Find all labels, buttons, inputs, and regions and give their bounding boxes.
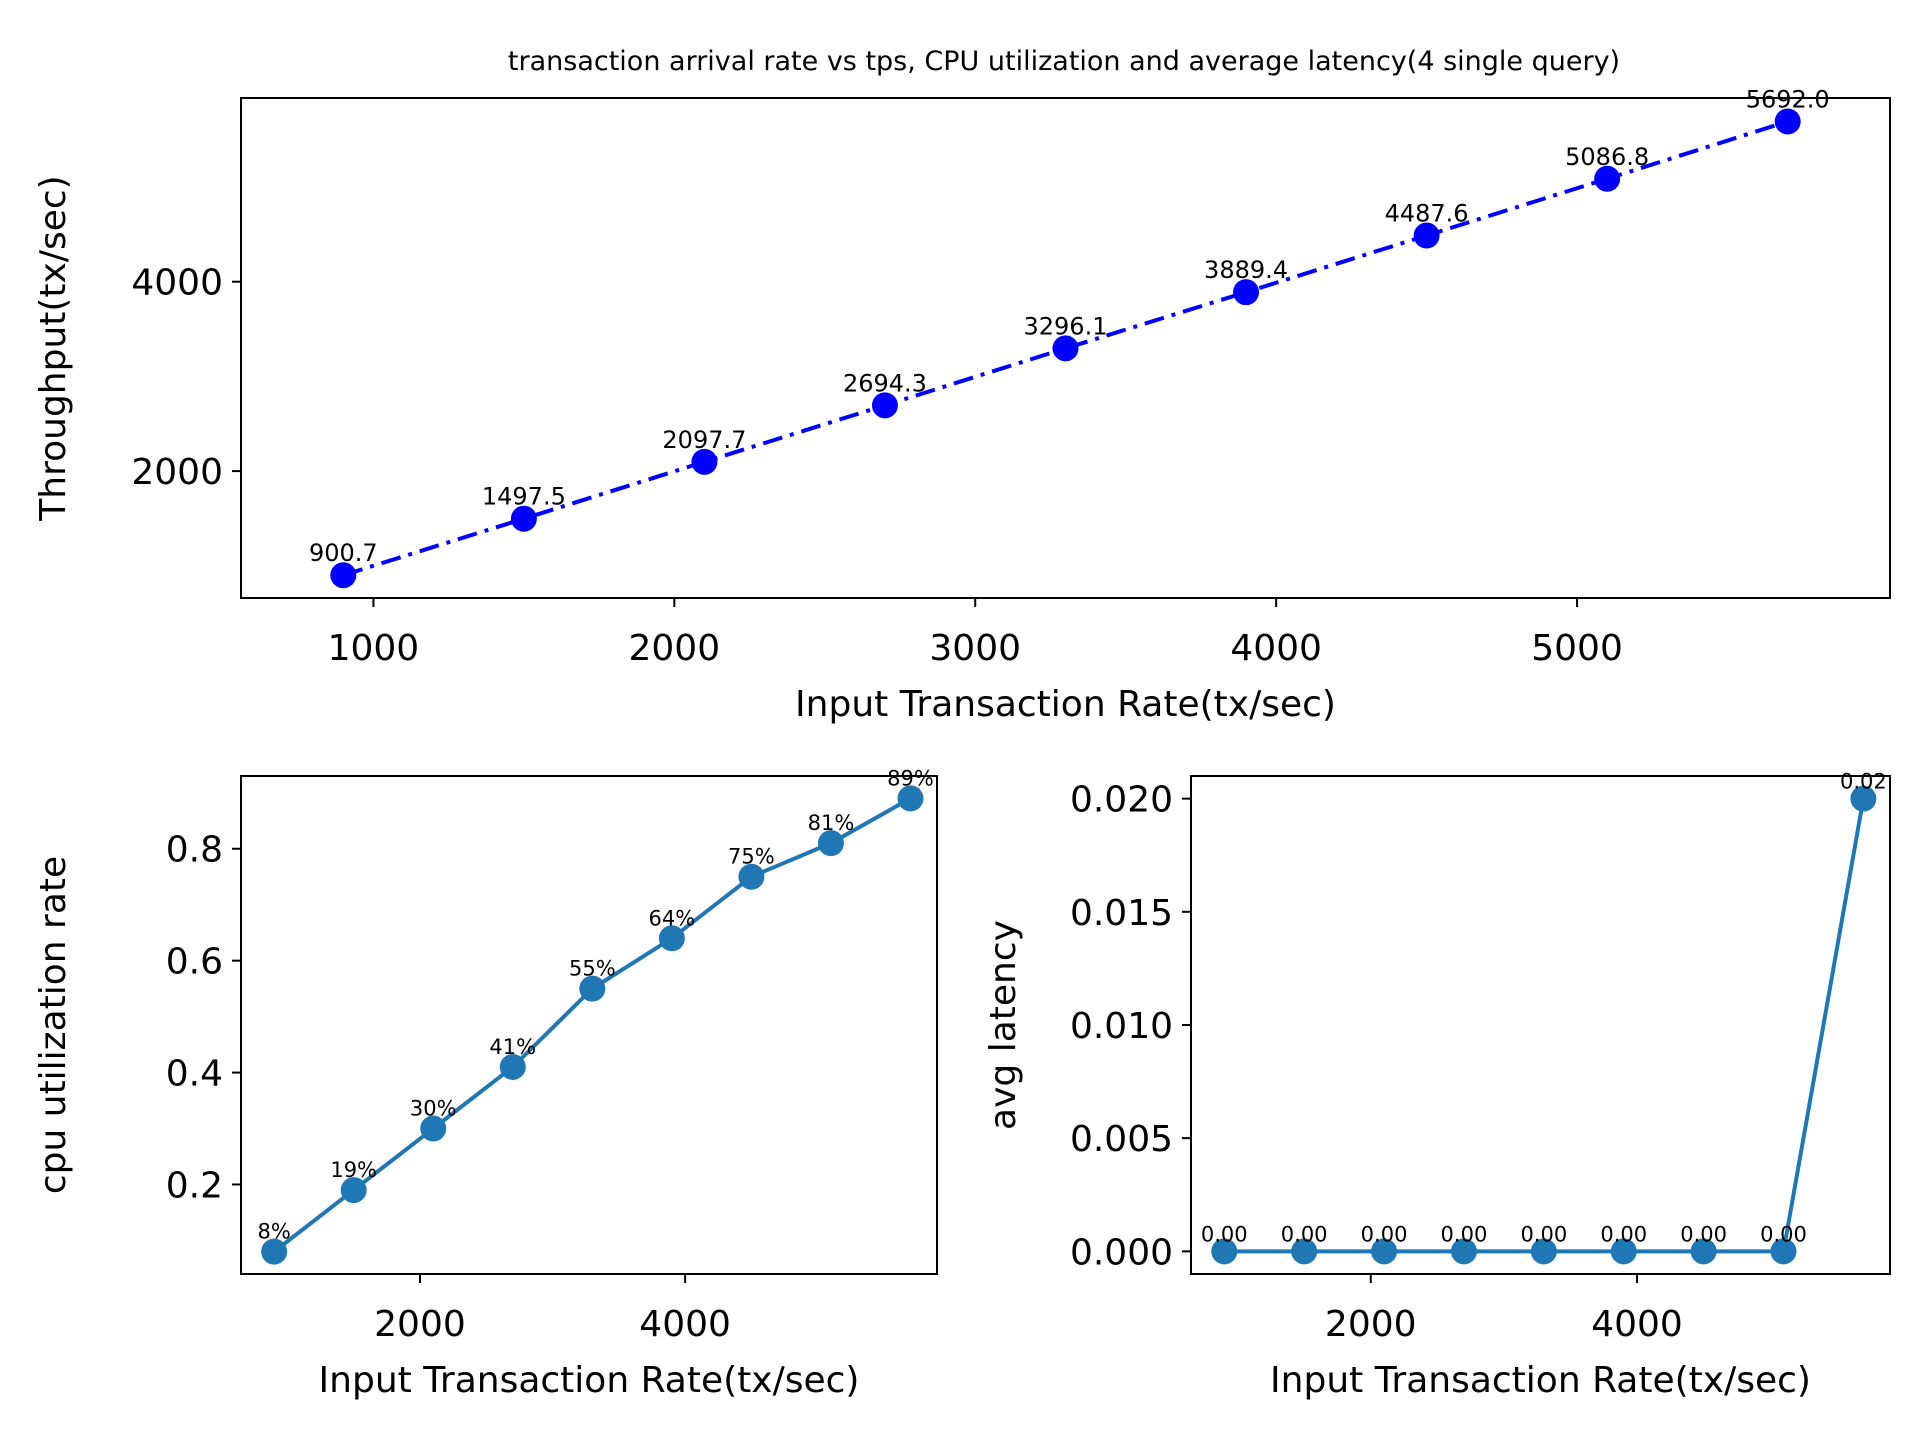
data-label: 55%: [569, 957, 616, 981]
data-point: [691, 448, 718, 475]
data-point: [1774, 108, 1801, 135]
x-tick-label: 4000: [1230, 628, 1322, 669]
data-label: 5692.0: [1746, 85, 1830, 113]
data-label: 1497.5: [482, 483, 566, 511]
data-label: 0.00: [1520, 1222, 1567, 1246]
x-tick-label: 1000: [328, 628, 420, 669]
data-label: 41%: [489, 1035, 536, 1059]
series-line: [272, 796, 912, 1254]
data-label: 0.00: [1600, 1222, 1647, 1246]
data-label: 19%: [330, 1158, 377, 1182]
plot-frame: [1190, 775, 1891, 1275]
x-tick-label: 4000: [1591, 1304, 1683, 1345]
data-label: 0.00: [1441, 1222, 1488, 1246]
y-tick-label: 0.005: [1070, 1119, 1173, 1160]
y-tick-label: 0.8: [166, 830, 223, 871]
chart-title: transaction arrival rate vs tps, CPU uti…: [508, 46, 1620, 77]
y-tick-label: 2000: [131, 452, 223, 493]
data-point: [330, 562, 357, 589]
y-tick-label: 0.2: [166, 1165, 223, 1206]
data-label: 0.00: [1680, 1222, 1727, 1246]
data-point: [1291, 1238, 1318, 1265]
latency-chart: 2000 4000 0.000 0.005 0.010 0.015 0.020 Input T…: [983, 770, 1891, 1401]
data-point: [738, 863, 765, 890]
data-label: 0.02: [1840, 770, 1887, 794]
x-tick-label: 2000: [1325, 1304, 1417, 1345]
data-label: 64%: [649, 906, 696, 930]
y-axis-label: Throughput(tx/sec): [33, 175, 74, 521]
data-point: [1850, 785, 1877, 812]
data-label: 2097.7: [662, 426, 746, 454]
data-label: 3296.1: [1024, 312, 1108, 340]
data-point: [420, 1115, 447, 1142]
x-tick-label: 5000: [1531, 628, 1623, 669]
data-label: 8%: [257, 1220, 290, 1244]
data-label: 5086.8: [1565, 143, 1649, 171]
x-tick-label: 2000: [374, 1304, 466, 1345]
data-label: 0.00: [1361, 1222, 1408, 1246]
data-label: 81%: [808, 811, 855, 835]
data-point: [1450, 1238, 1477, 1265]
throughput-chart: 1000 2000 3000 4000 5000 2000 4000 Input Transa…: [33, 85, 1891, 725]
x-tick-label: 2000: [629, 628, 721, 669]
data-point: [1690, 1238, 1717, 1265]
y-tick-label: 0.4: [166, 1054, 223, 1095]
data-label: 2694.3: [843, 369, 927, 397]
data-point: [510, 505, 537, 532]
data-point: [1371, 1238, 1398, 1265]
plot-frame: [240, 97, 1891, 599]
data-point: [1610, 1238, 1637, 1265]
data-point: [871, 392, 898, 419]
data-point: [1413, 222, 1440, 249]
data-point: [1770, 1238, 1797, 1265]
data-label: 4487.6: [1385, 200, 1469, 228]
data-label: 89%: [887, 766, 934, 790]
data-point: [261, 1238, 288, 1265]
y-tick-label: 0.6: [166, 942, 223, 983]
x-tick-label: 3000: [929, 628, 1021, 669]
data-label: 3889.4: [1204, 256, 1288, 284]
data-point: [897, 785, 924, 812]
data-point: [1052, 335, 1079, 362]
series-line: [342, 119, 1789, 578]
y-tick-label: 0.015: [1070, 893, 1173, 934]
data-point: [579, 975, 606, 1002]
data-point: [499, 1053, 526, 1080]
data-point: [1233, 279, 1260, 306]
y-tick-label: 0.020: [1070, 780, 1173, 821]
y-axis-label: avg latency: [983, 920, 1024, 1130]
plot-frame: [240, 775, 938, 1275]
y-tick-label: 4000: [131, 263, 223, 304]
data-point: [1211, 1238, 1238, 1265]
data-point: [658, 925, 685, 952]
y-axis-label: cpu utilization rate: [33, 856, 74, 1194]
data-label: 75%: [728, 845, 775, 869]
data-label: 0.00: [1201, 1222, 1248, 1246]
data-point: [1530, 1238, 1557, 1265]
y-tick-label: 0.010: [1070, 1006, 1173, 1047]
data-label: 0.00: [1281, 1222, 1328, 1246]
x-axis-label: Input Transaction Rate(tx/sec): [1270, 1360, 1811, 1401]
data-label: 30%: [410, 1097, 457, 1121]
data-point: [340, 1177, 367, 1204]
cpu-utilization-chart: 2000 4000 0.2 0.4 0.6 0.8 Input Transaction Ra…: [33, 766, 938, 1401]
series-line: [1224, 798, 1866, 1254]
data-label: 0.00: [1760, 1222, 1807, 1246]
data-point: [1594, 165, 1621, 192]
x-axis-label: Input Transaction Rate(tx/sec): [795, 684, 1336, 725]
x-axis-label: Input Transaction Rate(tx/sec): [319, 1360, 860, 1401]
data-label: 900.7: [309, 539, 378, 567]
y-tick-label: 0.000: [1070, 1232, 1173, 1273]
data-point: [817, 830, 844, 857]
x-tick-label: 4000: [639, 1304, 731, 1345]
